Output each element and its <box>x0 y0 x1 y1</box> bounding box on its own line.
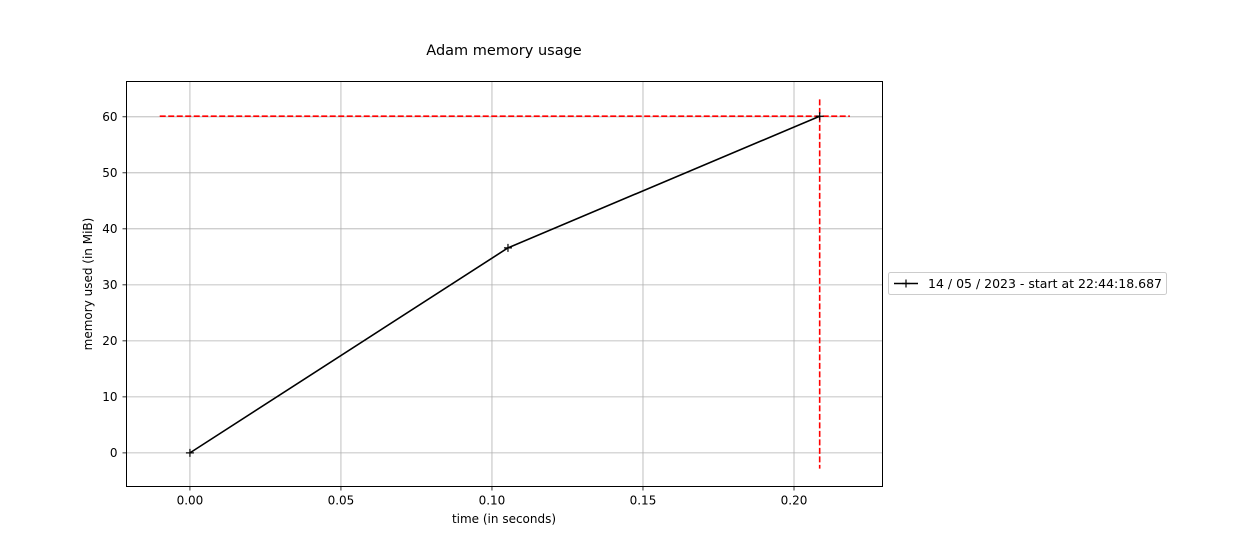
x-axis-label: time (in seconds) <box>452 512 556 526</box>
grid <box>126 81 883 487</box>
reference-lines <box>159 99 850 469</box>
x-tick-label: 0.10 <box>479 494 506 508</box>
legend: 14 / 05 / 2023 - start at 22:44:18.687 <box>888 272 1167 295</box>
y-tick-label: 40 <box>102 222 117 236</box>
x-tick-label: 0.15 <box>630 494 657 508</box>
x-tick-label: 0.05 <box>328 494 355 508</box>
x-axis-ticks: 0.00 0.05 0.10 0.15 0.20 <box>177 486 808 508</box>
y-tick-label: 30 <box>102 278 117 292</box>
y-tick-label: 20 <box>102 334 117 348</box>
legend-label: 14 / 05 / 2023 - start at 22:44:18.687 <box>928 276 1162 291</box>
y-tick-label: 0 <box>110 446 118 460</box>
y-axis-label: memory used (in MiB) <box>81 218 95 351</box>
y-axis-ticks: 0 10 20 30 40 50 60 <box>102 110 127 460</box>
y-tick-label: 10 <box>102 390 117 404</box>
legend-box <box>888 272 1167 295</box>
y-tick-label: 60 <box>102 110 117 124</box>
x-tick-label: 0.20 <box>781 494 808 508</box>
legend-marker-swatch <box>902 279 910 288</box>
data-point-marker <box>185 448 194 457</box>
chart-title: Adam memory usage <box>426 43 582 59</box>
plot-area-frame <box>126 81 883 487</box>
data-point-marker <box>815 112 824 121</box>
x-tick-label: 0.00 <box>177 494 204 508</box>
series-layer <box>185 112 824 457</box>
data-point-marker <box>503 243 512 252</box>
y-tick-label: 50 <box>102 166 117 180</box>
